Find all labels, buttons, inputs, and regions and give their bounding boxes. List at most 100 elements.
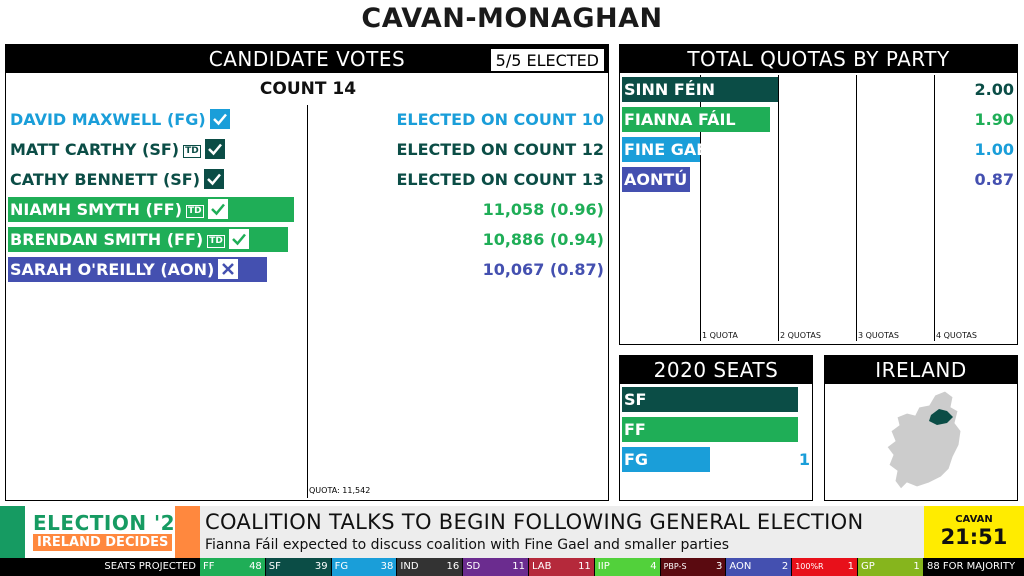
party-quotas-panel: TOTAL QUOTAS BY PARTY 1 QUOTA 2 QUOTAS 3 Q… <box>619 44 1018 345</box>
candidate-name: BRENDAN SMITH (FF) TD <box>10 227 249 252</box>
party-name: FIANNA FÁIL <box>624 110 736 129</box>
party-quota-value: 1.00 <box>974 140 1014 159</box>
ticker-party: IND 16 <box>397 558 463 576</box>
seat-count: 1 <box>798 450 810 469</box>
ticker-party: IIP 4 <box>594 558 660 576</box>
candidate-name: MATT CARTHY (SF) TD <box>10 137 225 162</box>
party-row: SINN FÉIN 2.00 <box>622 77 1016 102</box>
candidate-name-text: SARAH O'REILLY (AON) <box>10 260 215 279</box>
ticker-party: SF 39 <box>265 558 331 576</box>
candidate-row: CATHY BENNETT (SF) ELECTED ON COUNT 13 <box>8 167 606 192</box>
candidate-name-text: DAVID MAXWELL (FG) <box>10 110 206 129</box>
quota-gridline-label: 2 QUOTAS <box>780 331 821 340</box>
candidate-name: CATHY BENNETT (SF) <box>10 167 225 192</box>
ticker-party: 100%R 1 <box>792 558 857 576</box>
party-quota-bar <box>622 167 690 192</box>
ticker-party-name: LAB <box>532 561 552 572</box>
party-row: FIANNA FÁIL 1.90 <box>622 107 1016 132</box>
seats-2020-panel: 2020 SEATS SF 2 FF 2 FG 1 <box>619 355 813 501</box>
banner-green-stripe <box>0 506 25 558</box>
ticker-party-seats: 1 <box>847 561 854 572</box>
party-quota-bar <box>622 107 770 132</box>
quota-gridline-label: 1 QUOTA <box>702 331 738 340</box>
elected-check-icon <box>204 169 225 189</box>
candidate-name-text: NIAMH SMYTH (FF) <box>10 200 182 219</box>
party-quotas-heading: TOTAL QUOTAS BY PARTY <box>620 45 1017 73</box>
clock-location: CAVAN <box>955 514 993 525</box>
ticker-party-seats: 11 <box>512 561 525 572</box>
ticker-label: SEATS PROJECTED <box>104 561 196 572</box>
party-quota-value: 1.90 <box>974 110 1014 129</box>
candidate-result: ELECTED ON COUNT 13 <box>396 170 604 189</box>
seat-party: FG <box>624 450 649 469</box>
ticker-party-seats: 2 <box>781 561 789 572</box>
seat-count: 2 <box>798 420 810 439</box>
td-badge: TD <box>183 145 201 158</box>
seat-row: FF 2 <box>622 417 810 442</box>
party-name: SINN FÉIN <box>624 80 716 99</box>
ticker-party: GP 1 <box>858 558 923 576</box>
candidate-name: NIAMH SMYTH (FF) TD <box>10 197 228 222</box>
ticker-party-name: FF <box>203 561 215 572</box>
constituency-title: CAVAN-MONAGHAN <box>361 3 663 34</box>
td-badge: TD <box>186 205 204 218</box>
election-logo: ELECTION '24 IRELAND DECIDES <box>25 506 189 558</box>
seat-count: 2 <box>798 390 810 409</box>
ticker-party-name: AON <box>729 561 752 572</box>
ticker-party-seats: 48 <box>249 561 262 572</box>
quota-line <box>307 105 308 498</box>
candidate-row: BRENDAN SMITH (FF) TD 10,886 (0.94) <box>8 227 606 252</box>
ticker-party: SD 11 <box>463 558 528 576</box>
ticker-party-seats: 1 <box>913 561 920 572</box>
ireland-map-panel: IRELAND <box>824 355 1018 501</box>
seat-row: SF 2 <box>622 387 810 412</box>
candidate-row: DAVID MAXWELL (FG) ELECTED ON COUNT 10 <box>8 107 606 132</box>
elected-badge: 5/5 ELECTED <box>489 48 605 72</box>
ticker-party-seats: 38 <box>380 561 394 572</box>
ireland-map <box>886 390 962 490</box>
ticker-party-seats: 39 <box>314 561 328 572</box>
seat-bar <box>622 387 798 412</box>
candidate-name: DAVID MAXWELL (FG) <box>10 107 230 132</box>
candidate-name-text: CATHY BENNETT (SF) <box>10 170 201 189</box>
candidate-row: SARAH O'REILLY (AON) 10,067 (0.87) <box>8 257 606 282</box>
subheadline: Fianna Fáil expected to discuss coalitio… <box>205 537 730 553</box>
ticker-party: LAB 11 <box>529 558 594 576</box>
ticker-party: AON 2 <box>726 558 792 576</box>
td-badge: TD <box>207 235 225 248</box>
party-name: AONTÚ <box>624 170 688 189</box>
election-title: ELECTION '24 <box>33 511 190 535</box>
clock-time: 21:51 <box>940 525 1008 549</box>
banner-orange-stripe <box>175 506 200 558</box>
count-label: COUNT 14 <box>259 79 357 99</box>
ticker-party-name: PBP-S <box>663 562 687 571</box>
elected-check-icon <box>209 109 230 129</box>
seats-ticker: SEATS PROJECTED FF 48 SF 39 FG 38 IND 16 SD 11 LAB… <box>0 558 1024 576</box>
party-row: AONTÚ 0.87 <box>622 167 1016 192</box>
ticker-party-name: FG <box>334 561 349 572</box>
ticker-party-name: IND <box>400 561 419 572</box>
ticker-party: FG 38 <box>331 558 397 576</box>
seat-party: FF <box>624 420 646 439</box>
quota-gridline-label: 3 QUOTAS <box>858 331 899 340</box>
candidate-vote-bar <box>8 197 294 222</box>
ticker-party-name: 100%R <box>795 562 824 571</box>
elected-check-icon <box>228 229 249 249</box>
ticker-party-seats: 16 <box>446 561 460 572</box>
ticker-party-name: GP <box>861 561 875 572</box>
party-row: FINE GAEL 1.00 <box>622 137 1016 162</box>
ireland-decides-tag: IRELAND DECIDES <box>33 534 173 551</box>
ticker-party-name: IIP <box>597 561 610 572</box>
party-quota-bar <box>622 137 700 162</box>
ticker-party: PBP-S 3 <box>660 558 726 576</box>
candidate-name-text: BRENDAN SMITH (FF) <box>10 230 204 249</box>
quota-gridline <box>700 75 701 341</box>
elected-check-icon <box>204 139 225 159</box>
ticker-party-seats: 3 <box>716 561 723 572</box>
elected-check-icon <box>207 199 228 219</box>
ticker-majority: 88 FOR MAJORITY <box>927 561 1016 572</box>
candidate-votes-panel: CANDIDATE VOTES 5/5 ELECTED COUNT 14 QUO… <box>5 44 609 501</box>
ticker-party-seats: 4 <box>650 561 657 572</box>
candidate-name-text: MATT CARTHY (SF) <box>10 140 180 159</box>
ireland-outline <box>886 390 962 490</box>
